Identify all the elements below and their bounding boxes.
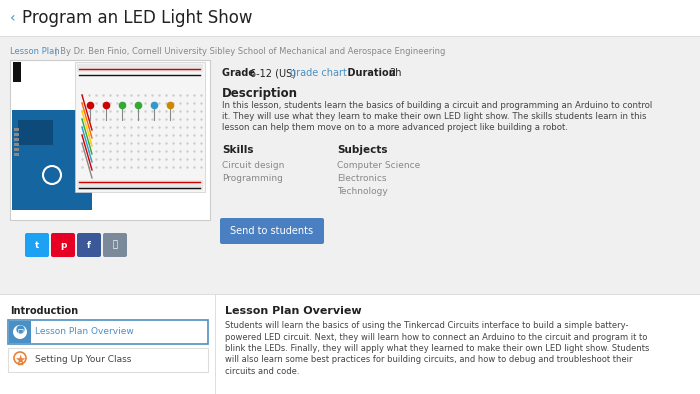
FancyBboxPatch shape bbox=[0, 294, 700, 394]
FancyBboxPatch shape bbox=[75, 62, 205, 192]
Text: 6-12 (US): 6-12 (US) bbox=[250, 68, 299, 78]
Text: Program an LED Light Show: Program an LED Light Show bbox=[22, 9, 253, 27]
Text: t: t bbox=[35, 240, 39, 249]
FancyBboxPatch shape bbox=[14, 133, 19, 136]
Text: p: p bbox=[60, 240, 66, 249]
Text: Subjects: Subjects bbox=[337, 145, 388, 155]
Text: In this lesson, students learn the basics of building a circuit and programming : In this lesson, students learn the basic… bbox=[222, 101, 652, 110]
Text: Electronics: Electronics bbox=[337, 174, 386, 183]
FancyBboxPatch shape bbox=[51, 233, 75, 257]
Text: Lesson Plan: Lesson Plan bbox=[10, 46, 60, 56]
Text: lesson can help them move on to a more advanced project like building a robot.: lesson can help them move on to a more a… bbox=[222, 123, 568, 132]
Text: grade chart: grade chart bbox=[290, 68, 347, 78]
Text: | By Dr. Ben Finio, Cornell University Sibley School of Mechanical and Aerospace: | By Dr. Ben Finio, Cornell University S… bbox=[52, 46, 445, 56]
FancyBboxPatch shape bbox=[0, 36, 700, 294]
Text: 2h: 2h bbox=[389, 68, 402, 78]
Circle shape bbox=[13, 325, 27, 339]
Text: Lesson Plan Overview: Lesson Plan Overview bbox=[35, 327, 134, 336]
FancyBboxPatch shape bbox=[13, 62, 21, 82]
Text: Grade: Grade bbox=[222, 68, 258, 78]
Text: Students will learn the basics of using the Tinkercad Circuits interface to buil: Students will learn the basics of using … bbox=[225, 321, 629, 330]
Text: :  bbox=[17, 327, 23, 337]
FancyBboxPatch shape bbox=[103, 233, 127, 257]
FancyBboxPatch shape bbox=[14, 153, 19, 156]
Text: blink the LEDs. Finally, they will apply what they learned to make their own LED: blink the LEDs. Finally, they will apply… bbox=[225, 344, 650, 353]
Text: Description: Description bbox=[222, 87, 298, 100]
Text: Send to students: Send to students bbox=[230, 226, 314, 236]
FancyBboxPatch shape bbox=[10, 60, 210, 220]
FancyBboxPatch shape bbox=[14, 148, 19, 151]
FancyBboxPatch shape bbox=[77, 233, 101, 257]
FancyBboxPatch shape bbox=[0, 0, 700, 36]
Text: Computer Science: Computer Science bbox=[337, 161, 420, 170]
Text: Technology: Technology bbox=[337, 187, 388, 196]
FancyBboxPatch shape bbox=[77, 180, 203, 190]
Text: ⦿: ⦿ bbox=[111, 240, 118, 249]
Text: circuits and code.: circuits and code. bbox=[225, 367, 300, 376]
FancyBboxPatch shape bbox=[25, 233, 49, 257]
FancyBboxPatch shape bbox=[220, 218, 324, 244]
Text: Setting Up Your Class: Setting Up Your Class bbox=[35, 355, 132, 364]
Text: powered LED circuit. Next, they will learn how to connect an Arduino to the circ: powered LED circuit. Next, they will lea… bbox=[225, 333, 648, 342]
FancyBboxPatch shape bbox=[9, 321, 31, 343]
Text: ‹: ‹ bbox=[10, 11, 15, 25]
Text: ★: ★ bbox=[15, 353, 26, 366]
FancyBboxPatch shape bbox=[77, 64, 203, 72]
Text: Introduction: Introduction bbox=[10, 306, 78, 316]
Text: Duration: Duration bbox=[334, 68, 399, 78]
FancyBboxPatch shape bbox=[8, 320, 208, 344]
Text: Lesson Plan Overview: Lesson Plan Overview bbox=[225, 306, 362, 316]
FancyBboxPatch shape bbox=[8, 348, 208, 372]
FancyBboxPatch shape bbox=[18, 120, 53, 145]
Text: f: f bbox=[87, 240, 91, 249]
FancyBboxPatch shape bbox=[14, 128, 19, 131]
Text: Skills: Skills bbox=[222, 145, 253, 155]
FancyBboxPatch shape bbox=[14, 138, 19, 141]
Text: it. They will use what they learn to make their own LED light show. The skills s: it. They will use what they learn to mak… bbox=[222, 112, 647, 121]
Text: Programming: Programming bbox=[222, 174, 283, 183]
FancyBboxPatch shape bbox=[12, 110, 92, 210]
FancyBboxPatch shape bbox=[14, 143, 19, 146]
Text: Circuit design: Circuit design bbox=[222, 161, 284, 170]
Text: will also learn some best practices for building circuits, and how to debug and : will also learn some best practices for … bbox=[225, 355, 633, 364]
